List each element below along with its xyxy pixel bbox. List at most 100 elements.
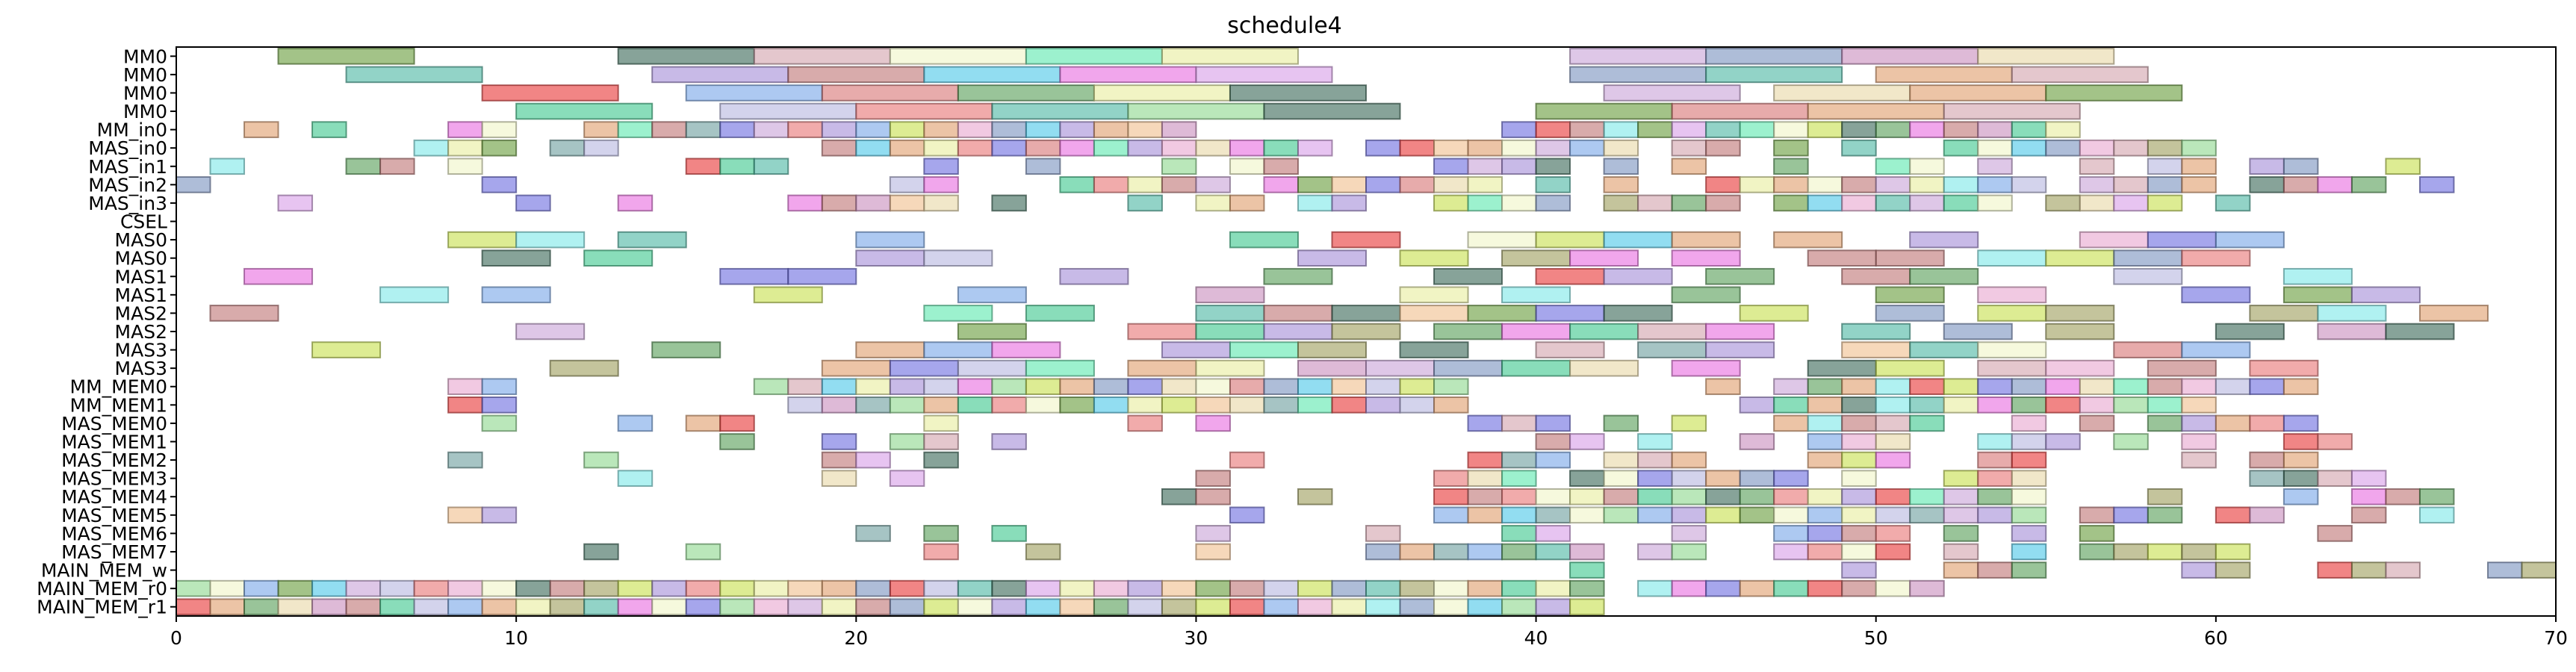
task-bar [1467, 543, 1503, 561]
task-bar [1671, 249, 1741, 267]
task-bar [1773, 121, 1809, 138]
task-bar [923, 66, 1061, 84]
task-bar [923, 525, 959, 542]
task-bar [2249, 414, 2285, 432]
task-bar [2215, 323, 2285, 340]
task-bar [1399, 579, 1436, 597]
task-bar [2249, 506, 2285, 524]
task-bar [2147, 506, 2183, 524]
task-bar [2215, 543, 2251, 561]
task-bar [1943, 323, 2013, 340]
task-bar [1603, 176, 1639, 193]
task-bar [1773, 543, 1809, 561]
task-bar [957, 84, 1095, 102]
task-bar [685, 121, 721, 138]
task-bar [176, 598, 211, 616]
task-bar [2045, 359, 2115, 377]
task-bar [1875, 66, 2013, 84]
task-bar [1705, 121, 1741, 138]
task-bar [1637, 451, 1673, 469]
task-bar [1025, 158, 1061, 175]
task-bar [821, 433, 857, 450]
task-bar [583, 543, 619, 561]
task-bar [277, 47, 415, 65]
task-bar [1093, 84, 1231, 102]
task-bar [889, 47, 1027, 65]
task-bar [1535, 139, 1571, 157]
task-bar [1195, 543, 1231, 561]
task-bar [1637, 341, 1707, 358]
task-bar [1841, 579, 1877, 597]
task-bar [2045, 121, 2081, 138]
task-bar [1467, 506, 1503, 524]
task-bar [1773, 176, 1809, 193]
task-bar [753, 121, 789, 138]
task-bar [1773, 470, 1809, 487]
task-bar [1501, 194, 1537, 212]
task-bar [1365, 139, 1401, 157]
task-bar [1569, 359, 1639, 377]
task-bar [2317, 305, 2387, 322]
task-bar [2079, 525, 2115, 542]
task-bar [1297, 341, 1368, 358]
task-bar [1671, 451, 1707, 469]
task-bar [2418, 506, 2455, 524]
task-bar [2215, 561, 2251, 579]
task-bar [447, 506, 483, 524]
task-bar [1637, 506, 1673, 524]
task-bar [1943, 525, 1979, 542]
task-bar [1195, 176, 1231, 193]
task-bar [1229, 396, 1265, 414]
task-bar [821, 470, 857, 487]
task-bar [787, 66, 925, 84]
task-bar [243, 579, 279, 597]
task-bar [379, 579, 415, 597]
task-bar [243, 598, 279, 616]
task-bar [1977, 194, 2013, 212]
task-bar [1909, 488, 1945, 505]
task-bar [2282, 488, 2319, 505]
task-bar [617, 47, 755, 65]
task-bar [957, 396, 993, 414]
task-bar [651, 121, 687, 138]
y-tick-label: MAIN_MEM_r0 [37, 578, 167, 600]
task-bar [1467, 414, 1503, 432]
task-bar [1977, 433, 2013, 450]
task-bar [1569, 579, 1605, 597]
task-bar [515, 102, 654, 120]
task-bar [1263, 176, 1299, 193]
task-bar [1399, 139, 1436, 157]
task-bar [2249, 158, 2285, 175]
task-bar [1909, 506, 1945, 524]
task-bar [1977, 249, 2047, 267]
task-bar [481, 506, 518, 524]
task-bar [1943, 396, 1979, 414]
y-tick-label: MAS_in2 [88, 174, 167, 196]
task-bar [2249, 378, 2285, 396]
task-bar [1161, 158, 1197, 175]
y-tick-label: MAS0 [115, 248, 167, 270]
task-bar [617, 121, 654, 138]
task-bar [1977, 506, 2013, 524]
task-bar [1909, 84, 2047, 102]
task-bar [1773, 158, 1809, 175]
task-bar [1195, 139, 1231, 157]
task-bar [923, 378, 959, 396]
task-bar [277, 598, 314, 616]
task-bar [1603, 414, 1639, 432]
task-bar [1501, 488, 1537, 505]
task-bar [1467, 579, 1503, 597]
task-bar [1773, 579, 1809, 597]
task-bar [2079, 176, 2115, 193]
task-bar [991, 396, 1027, 414]
task-bar [1637, 433, 1673, 450]
task-bar [1127, 378, 1163, 396]
task-bar [855, 525, 891, 542]
task-bar [1195, 286, 1265, 304]
task-bar [991, 121, 1027, 138]
task-bar [1365, 543, 1401, 561]
task-bar [991, 378, 1027, 396]
task-bar [1467, 598, 1503, 616]
task-bar [2011, 525, 2047, 542]
task-bar [1603, 231, 1673, 249]
